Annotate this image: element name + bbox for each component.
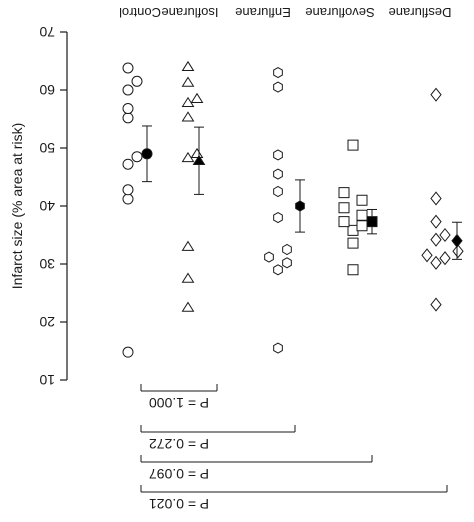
y-tick-label: 10 <box>39 372 55 388</box>
data-point-sevoflurane <box>338 202 350 214</box>
data-point-sevoflurane <box>356 194 368 206</box>
category-label-desflurane: Desflurane <box>389 5 452 20</box>
data-point-enflurane <box>273 342 283 354</box>
y-tick-label: 50 <box>39 140 55 156</box>
p-value-label: P = 0.272 <box>149 436 209 452</box>
data-point-desflurane <box>452 244 464 259</box>
data-point-enflurane <box>273 149 283 161</box>
data-point-isoflurane <box>181 151 195 163</box>
data-point-isoflurane <box>181 96 195 108</box>
data-point-enflurane <box>273 185 283 198</box>
data-point-control <box>122 346 134 358</box>
data-point-sevoflurane <box>347 264 359 276</box>
data-point-control <box>122 84 134 96</box>
data-point-control <box>122 112 134 124</box>
data-point-desflurane <box>439 227 451 243</box>
data-point-isoflurane <box>190 92 204 103</box>
data-point-enflurane <box>273 212 283 224</box>
y-tick-label: 60 <box>39 82 55 98</box>
category-label-isoflurane: Isoflurane <box>161 5 218 20</box>
data-point-isoflurane <box>181 301 195 312</box>
y-tick-label: 20 <box>39 314 55 330</box>
data-point-desflurane <box>430 191 442 206</box>
data-point-desflurane <box>439 251 451 266</box>
data-point-enflurane <box>282 257 292 269</box>
data-point-desflurane <box>430 214 442 229</box>
category-label-sevoflurane: Sevoflurane <box>305 5 374 20</box>
group-means <box>141 125 463 260</box>
p-value-label: P = 1.000 <box>149 395 209 411</box>
data-point-isoflurane <box>190 147 204 159</box>
mean-marker-sevoflurane <box>366 216 378 228</box>
y-axis-ticks: 10 20 30 40 50 60 70 <box>39 24 67 388</box>
data-point-sevoflurane <box>356 209 368 221</box>
data-point-enflurane <box>273 264 283 276</box>
comparison-brackets: P = 1.000 P = 0.272 P = 0.097 P = 0.021 <box>140 384 448 512</box>
data-point-desflurane <box>430 297 442 312</box>
category-labels: Control Isoflurane Enflurane Sevoflurane Des… <box>119 5 451 20</box>
category-label-control: Control <box>119 5 161 20</box>
data-point-control <box>122 62 134 74</box>
data-point-control <box>131 151 143 163</box>
data-point-control <box>131 75 143 87</box>
data-point-desflurane <box>430 232 442 247</box>
data-point-desflurane <box>430 87 442 102</box>
data-point-isoflurane <box>181 60 195 72</box>
data-point-sevoflurane <box>356 220 368 232</box>
mean-marker-control <box>141 148 153 160</box>
data-point-sevoflurane <box>347 139 359 151</box>
data-point-isoflurane <box>181 76 195 87</box>
data-point-isoflurane <box>181 111 195 122</box>
p-value-label: P = 0.021 <box>149 496 209 512</box>
data-point-enflurane <box>273 67 283 79</box>
mean-marker-desflurane <box>451 233 463 248</box>
data-point-desflurane <box>421 248 433 263</box>
y-tick-label: 40 <box>39 198 55 214</box>
y-axis-label: Infarct size (% area at risk) <box>9 123 25 290</box>
y-tick-label: 30 <box>39 256 55 272</box>
y-tick-label: 70 <box>39 24 55 40</box>
data-point-isoflurane <box>181 272 195 283</box>
data-point-sevoflurane <box>338 216 350 228</box>
data-point-enflurane <box>273 81 283 93</box>
data-point-sevoflurane <box>338 187 350 199</box>
mean-marker-isoflurane <box>192 154 206 166</box>
category-label-enflurane: Enflurane <box>235 5 291 20</box>
data-point-control <box>122 193 134 205</box>
data-point-enflurane <box>264 251 274 263</box>
data-point-enflurane <box>282 243 292 256</box>
p-value-label: P = 0.097 <box>149 466 209 482</box>
data-point-enflurane <box>273 168 283 180</box>
mean-marker-enflurane <box>295 200 305 212</box>
data-points <box>122 60 464 358</box>
data-point-isoflurane <box>181 240 195 251</box>
rotated-plot-group: 10 20 30 40 50 60 70 Infarct size (% area at r… <box>9 5 464 512</box>
data-point-sevoflurane <box>347 237 359 249</box>
data-point-control <box>122 158 134 170</box>
data-point-desflurane <box>430 255 442 270</box>
data-point-control <box>122 184 134 196</box>
data-point-control <box>122 103 134 115</box>
